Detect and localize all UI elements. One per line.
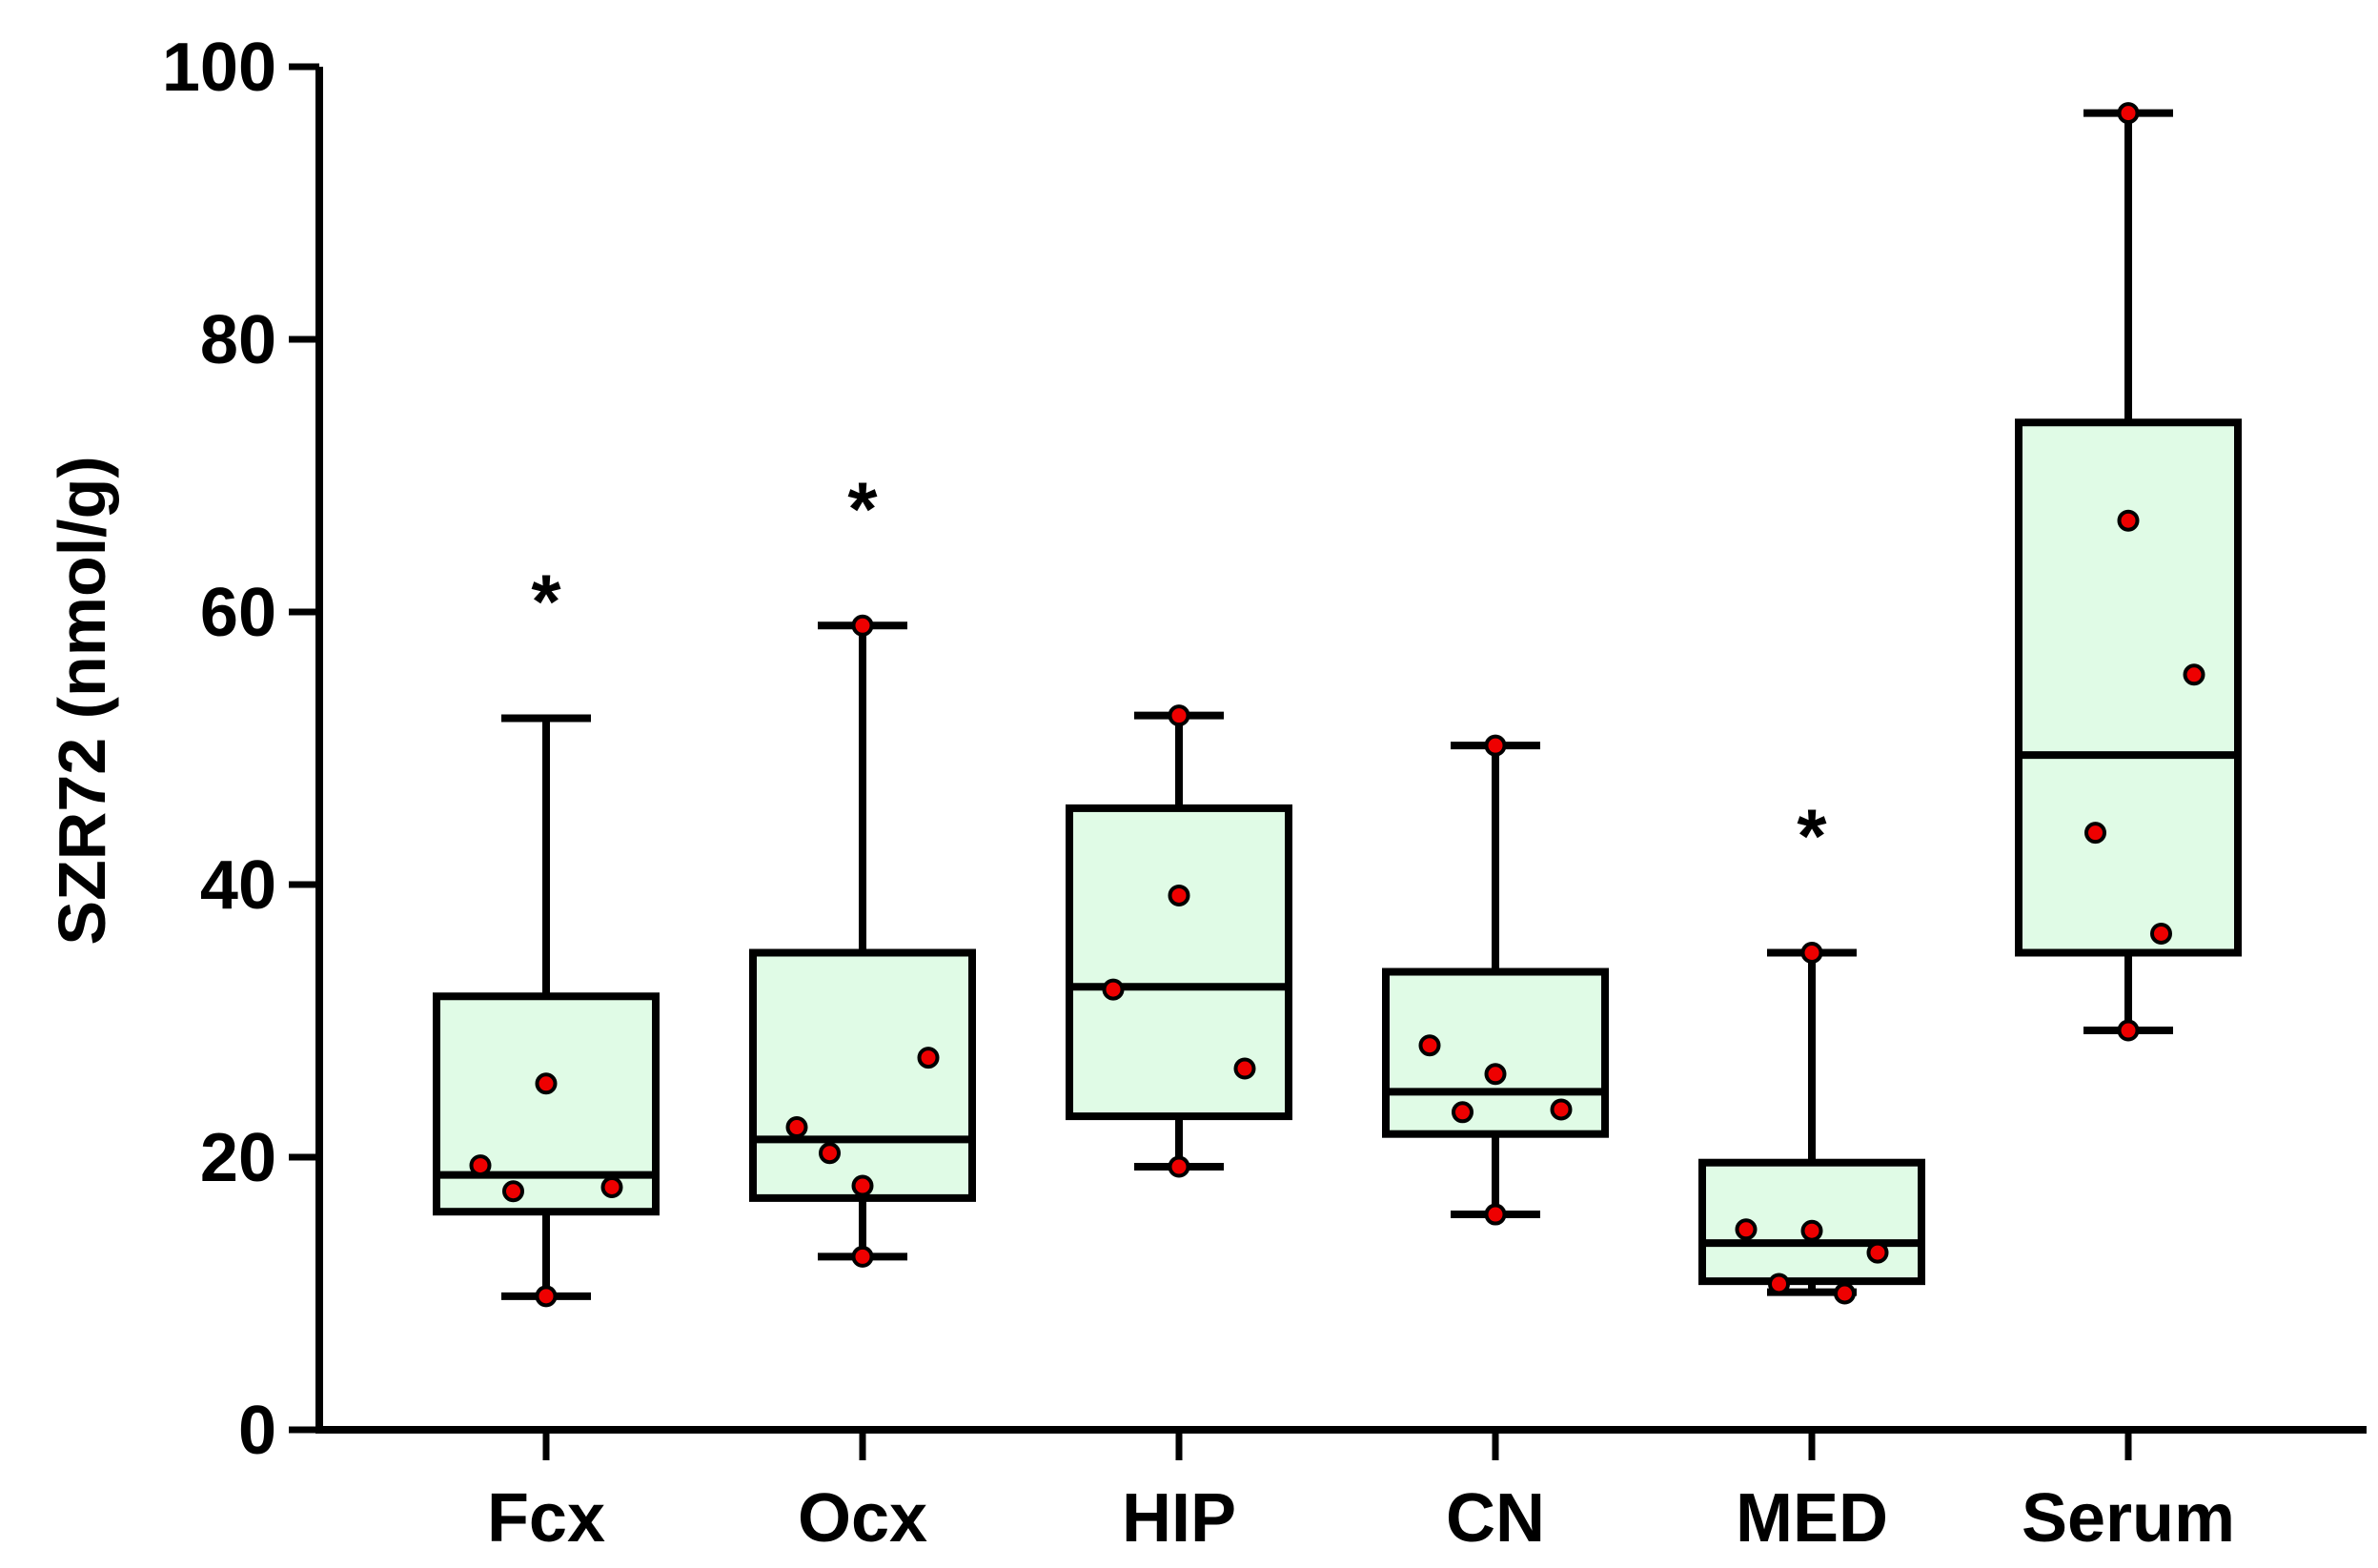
y-ticks: 0 20 40 60 80 100: [162, 30, 319, 1469]
boxes: * * *: [433, 102, 2242, 1308]
box-group-ocx: *: [749, 466, 976, 1268]
iqr-box: [1382, 967, 1609, 1138]
data-point: [535, 1072, 558, 1095]
data-point: [2117, 509, 2140, 532]
data-point: [1418, 1034, 1441, 1057]
iqr-box: [749, 948, 976, 1202]
data-point: [819, 1142, 841, 1165]
data-point: [1484, 734, 1507, 757]
data-point: [851, 1174, 874, 1197]
box-group-serum: [2015, 102, 2242, 1042]
x-tick-label-ocx: Ocx: [798, 1480, 927, 1557]
data-point: [1800, 1219, 1823, 1242]
y-tick-label: 40: [200, 847, 276, 924]
iqr-box: [1698, 1158, 1925, 1286]
y-tick-label: 60: [200, 575, 276, 651]
data-point: [2084, 822, 2106, 845]
data-point: [851, 1245, 874, 1268]
y-axis-label: SZR72 (nmol/g): [45, 456, 119, 945]
data-point: [1452, 1101, 1474, 1124]
x-tick-label-fcx: Fcx: [487, 1480, 605, 1557]
data-point: [1168, 704, 1190, 727]
data-point: [469, 1154, 492, 1177]
data-point: [785, 1116, 808, 1139]
box-group-med: *: [1698, 794, 1925, 1305]
x-tick-label-med: MED: [1736, 1480, 1888, 1557]
data-point: [1800, 942, 1823, 964]
data-point: [1484, 1203, 1507, 1226]
data-point: [1735, 1218, 1758, 1241]
data-point: [1768, 1273, 1790, 1295]
data-point: [1550, 1098, 1573, 1121]
data-point: [1866, 1241, 1889, 1264]
y-tick-label: 20: [200, 1120, 276, 1196]
data-point: [1484, 1063, 1507, 1086]
data-point: [1168, 1155, 1190, 1178]
data-point: [2183, 663, 2205, 686]
box-group-cn: [1382, 734, 1609, 1226]
x-ticks: Fcx Ocx HIP CN MED Serum: [487, 1430, 2235, 1557]
iqr-box: [433, 992, 660, 1216]
box-group-hip: [1066, 704, 1292, 1178]
data-point: [2150, 922, 2172, 945]
data-point: [917, 1047, 940, 1069]
box-group-fcx: *: [433, 560, 660, 1308]
data-point: [1102, 978, 1125, 1001]
data-point: [1168, 884, 1190, 906]
data-point: [2117, 102, 2140, 125]
y-tick-label: 100: [162, 30, 276, 106]
data-point: [2117, 1019, 2140, 1042]
data-point: [851, 614, 874, 637]
data-point: [535, 1285, 558, 1308]
x-tick-label-serum: Serum: [2022, 1480, 2235, 1557]
x-tick-label-cn: CN: [1446, 1480, 1545, 1557]
axes: SZR72 (nmol/g): [45, 67, 2367, 1434]
iqr-box: [2015, 418, 2242, 957]
iqr-box: [1066, 804, 1292, 1121]
significance-marker: *: [1797, 794, 1827, 879]
data-point: [1834, 1282, 1856, 1305]
data-point: [502, 1180, 524, 1203]
y-tick-label: 80: [200, 302, 276, 378]
data-point: [600, 1175, 623, 1198]
x-tick-label-hip: HIP: [1122, 1480, 1236, 1557]
data-point: [1233, 1057, 1256, 1080]
y-tick-label: 0: [238, 1393, 276, 1469]
significance-marker: *: [847, 466, 878, 551]
significance-marker: *: [531, 560, 561, 644]
